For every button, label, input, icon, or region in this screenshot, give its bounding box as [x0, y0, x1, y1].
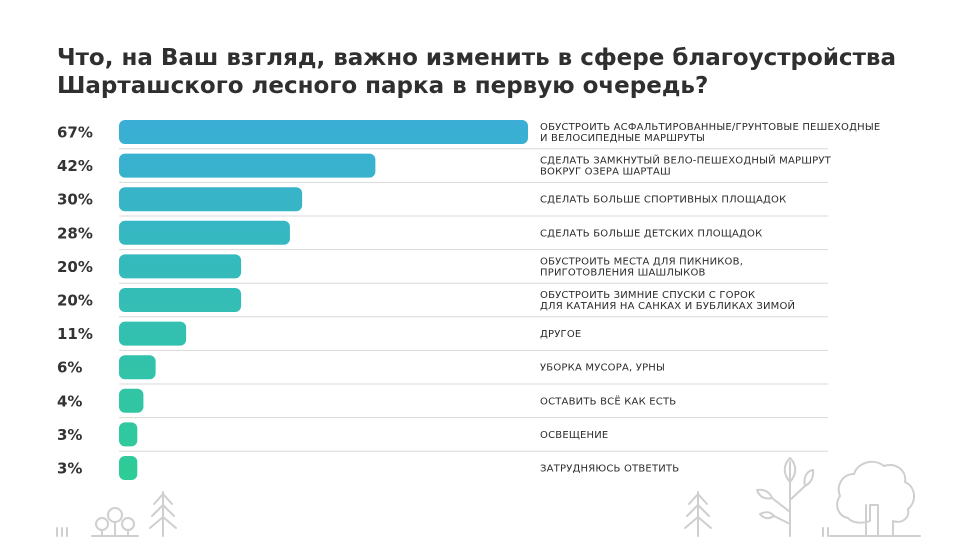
- value-label: 6%: [57, 359, 82, 377]
- category-label: УБОРКА МУСОРА, УРНЫ: [540, 363, 665, 374]
- grass-icon: [822, 527, 829, 537]
- category-label-line: ДЛЯ КАТАНИЯ НА САНКАХ И БУБЛИКАХ ЗИМОЙ: [540, 299, 795, 312]
- value-label: 3%: [57, 426, 82, 444]
- category-label-line: ОСВЕЩЕНИЕ: [540, 430, 608, 441]
- decorative-trees: [56, 457, 921, 537]
- bar: [119, 422, 138, 447]
- bar: [119, 288, 242, 312]
- category-label: СДЕЛАТЬ БОЛЬШЕ ДЕТСКИХ ПЛОЩАДОК: [540, 228, 762, 239]
- category-label: ДРУГОЕ: [540, 329, 581, 340]
- category-label: СДЕЛАТЬ ЗАМКНУТЫЙ ВЕЛО-ПЕШЕХОДНЫЙ МАРШРУ…: [540, 154, 832, 178]
- category-label-line: УБОРКА МУСОРА, УРНЫ: [540, 363, 665, 374]
- category-label: ОБУСТРОИТЬ МЕСТА ДЛЯ ПИКНИКОВ, ПРИГОТОВЛЕ…: [540, 256, 743, 278]
- category-label: ОСТАВИТЬ ВСЁ КАК ЕСТЬ: [540, 394, 676, 407]
- value-label: 11%: [57, 325, 93, 343]
- category-label: ОБУСТРОИТЬ ЗИМНИЕ СПУСКИ С ГОРОК ДЛЯ КАТА…: [540, 290, 795, 312]
- fir-tree-icon: [684, 491, 712, 537]
- value-label: 20%: [57, 258, 93, 276]
- value-label: 4%: [57, 392, 82, 410]
- bar: [119, 254, 242, 279]
- bar: [119, 355, 156, 380]
- category-label-line: СДЕЛАТЬ БОЛЬШЕ СПОРТИВНЫХ ПЛОЩАДОК: [540, 195, 786, 206]
- value-label: 42%: [57, 157, 93, 175]
- value-label: 3%: [57, 460, 82, 478]
- fir-tree-icon: [149, 491, 177, 537]
- sprout-icon: [756, 457, 815, 537]
- category-label-line: ВОКРУГ ОЗЕРА ШАРТАШ: [540, 167, 671, 178]
- bar: [119, 456, 138, 480]
- bar: [119, 321, 187, 346]
- bar: [119, 153, 376, 178]
- category-label-line: И ВЕЛОСИПЕДНЫЕ МАРШРУТЫ: [540, 133, 705, 144]
- bar: [119, 187, 303, 212]
- category-label-line: ОБУСТРОИТЬ ЗИМНИЕ СПУСКИ С ГОРОК: [540, 290, 755, 301]
- category-label-line: СДЕЛАТЬ ЗАМКНУТЫЙ ВЕЛО-ПЕШЕХОДНЫЙ МАРШРУ…: [540, 154, 832, 167]
- category-label-line: ОСТАВИТЬ ВСЁ КАК ЕСТЬ: [540, 394, 676, 407]
- grass-icon: [56, 527, 68, 537]
- bar: [119, 388, 144, 413]
- value-label: 20%: [57, 292, 93, 310]
- category-label-line: ОБУСТРОИТЬ МЕСТА ДЛЯ ПИКНИКОВ,: [540, 256, 743, 267]
- category-label-line: СДЕЛАТЬ БОЛЬШЕ ДЕТСКИХ ПЛОЩАДОК: [540, 228, 762, 239]
- category-label-line: ДРУГОЕ: [540, 329, 581, 340]
- chart-title: Что, на Ваш взгляд, важно изменить в сфе…: [57, 45, 896, 99]
- value-label: 67%: [57, 124, 93, 142]
- value-label: 28%: [57, 224, 93, 242]
- bar: [119, 120, 528, 144]
- value-label: 30%: [57, 191, 93, 209]
- tree-icon: [829, 460, 921, 537]
- category-label: ОСВЕЩЕНИЕ: [540, 430, 608, 441]
- category-label: ОБУСТРОИТЬ АСФАЛЬТИРОВАННЫЕ/ГРУНТОВЫЕ ПЕ…: [540, 122, 880, 144]
- category-label: ЗАТРУДНЯЮСЬ ОТВЕТИТЬ: [540, 464, 679, 475]
- category-label-line: ОБУСТРОИТЬ АСФАЛЬТИРОВАННЫЕ/ГРУНТОВЫЕ ПЕ…: [540, 122, 880, 133]
- bar: [119, 220, 290, 245]
- bush-icon: [91, 507, 139, 537]
- category-label-line: ПРИГОТОВЛЕНИЯ ШАШЛЫКОВ: [540, 267, 706, 278]
- category-label: СДЕЛАТЬ БОЛЬШЕ СПОРТИВНЫХ ПЛОЩАДОК: [540, 195, 786, 206]
- category-label-line: ЗАТРУДНЯЮСЬ ОТВЕТИТЬ: [540, 464, 679, 475]
